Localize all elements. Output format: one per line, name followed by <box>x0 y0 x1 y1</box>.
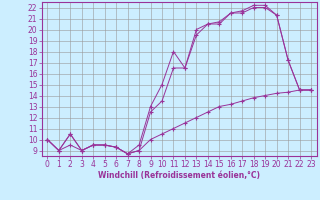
X-axis label: Windchill (Refroidissement éolien,°C): Windchill (Refroidissement éolien,°C) <box>98 171 260 180</box>
